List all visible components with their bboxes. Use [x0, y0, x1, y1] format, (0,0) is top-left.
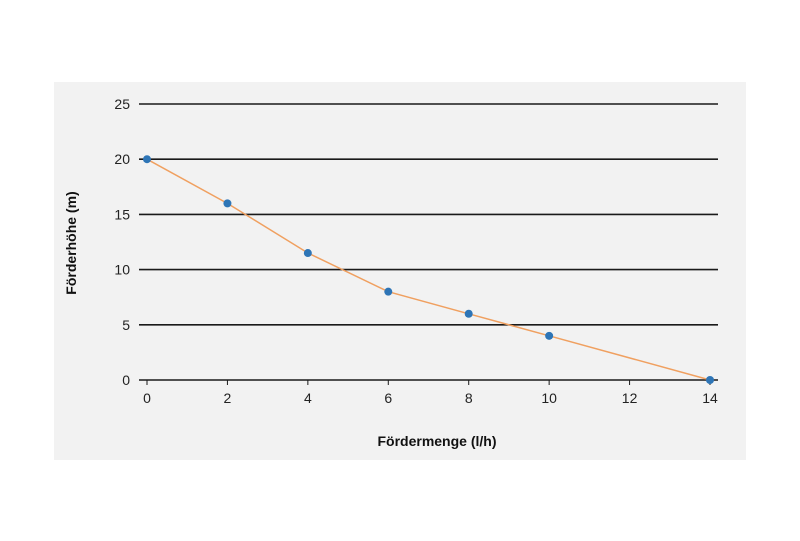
y-tick-label: 10 [114, 262, 130, 278]
data-point [464, 309, 473, 318]
x-axis: 0 2 4 6 8 10 12 14 [143, 380, 718, 406]
x-tick-label: 0 [143, 390, 151, 406]
data-point [706, 376, 714, 384]
y-axis-title: Förderhöhe (m) [63, 191, 79, 294]
y-axis-ticks: 0 5 10 15 20 25 [114, 96, 130, 388]
x-tick-label: 2 [224, 390, 232, 406]
series [143, 155, 714, 384]
y-tick-label: 20 [114, 151, 130, 167]
data-point [223, 199, 232, 208]
x-tick-label: 6 [384, 390, 392, 406]
line-chart: 0 2 4 6 8 10 12 14 0 5 10 15 20 25 Fördermenge (l/h)… [63, 96, 718, 449]
y-tick-label: 5 [122, 317, 130, 333]
x-tick-label: 8 [465, 390, 473, 406]
data-point [545, 331, 554, 340]
x-axis-title: Fördermenge (l/h) [377, 433, 496, 449]
y-tick-label: 25 [114, 96, 130, 112]
data-point [303, 249, 312, 258]
x-tick-label: 10 [541, 390, 557, 406]
x-tick-label: 14 [702, 390, 718, 406]
x-tick-label: 4 [304, 390, 312, 406]
x-tick-label: 12 [622, 390, 638, 406]
data-point [143, 155, 151, 164]
data-point [384, 287, 393, 296]
y-tick-label: 0 [122, 372, 130, 388]
chart-panel: 0 2 4 6 8 10 12 14 0 5 10 15 20 25 Fördermenge (l/h)… [54, 82, 746, 460]
y-tick-label: 15 [114, 206, 130, 222]
gridlines [139, 103, 718, 381]
